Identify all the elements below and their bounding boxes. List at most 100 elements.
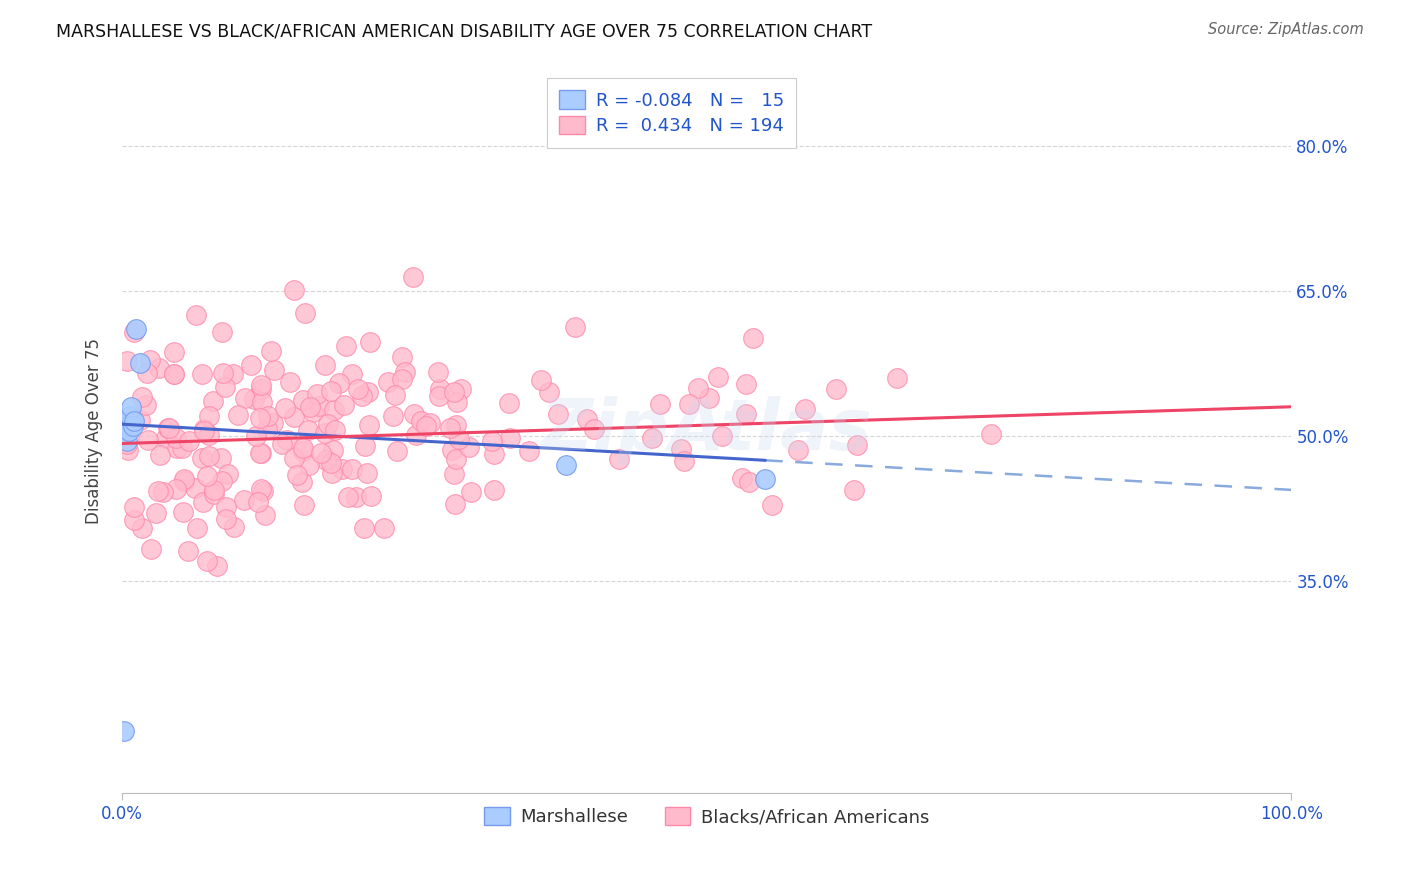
Point [673,454,696,468]
Point [157,421,180,435]
Point [761,498,783,512]
Point [321,384,343,398]
Point [309,445,332,459]
Point [547,407,569,421]
Point [419,416,441,430]
Point [191,451,214,466]
Point [391,351,413,365]
Point [118,424,141,438]
Point [120,409,142,424]
Point [429,382,451,396]
Point [249,446,271,460]
Point [443,384,465,399]
Point [120,400,142,414]
Point [697,391,720,405]
Point [308,399,330,413]
Point [117,414,139,428]
Point [499,431,522,445]
Point [299,400,322,414]
Point [131,391,153,405]
Point [786,443,808,458]
Point [115,434,138,448]
Point [391,372,413,386]
Point [117,419,139,434]
Point [328,376,350,390]
Point [270,437,292,451]
Point [446,394,468,409]
Point [641,431,664,445]
Point [711,429,734,443]
Point [276,434,298,448]
Point [197,409,219,423]
Point [340,368,363,382]
Point [190,367,212,381]
Point [128,356,150,370]
Point [198,427,221,442]
Point [252,483,274,498]
Point [239,358,262,372]
Point [319,456,342,470]
Point [735,407,758,421]
Point [117,443,139,458]
Point [678,397,700,411]
Point [498,395,520,409]
Point [301,405,323,419]
Point [136,433,159,447]
Point [307,387,329,401]
Point [155,431,177,445]
Point [222,520,245,534]
Point [249,383,271,397]
Point [734,377,756,392]
Point [440,442,463,457]
Point [377,375,399,389]
Point [402,269,425,284]
Point [484,447,506,461]
Point [450,382,472,396]
Point [347,383,370,397]
Point [162,368,184,382]
Point [114,424,136,438]
Point [444,451,467,466]
Text: MARSHALLESE VS BLACK/AFRICAN AMERICAN DISABILITY AGE OVER 75 CORRELATION CHART: MARSHALLESE VS BLACK/AFRICAN AMERICAN DI… [56,22,872,40]
Point [336,490,359,504]
Point [321,467,343,481]
Point [333,398,356,412]
Point [315,452,337,467]
Point [139,352,162,367]
Point [357,384,380,399]
Point [148,361,170,376]
Point [323,402,346,417]
Point [457,440,479,454]
Point [139,542,162,557]
Point [415,419,437,434]
Point [136,366,159,380]
Point [202,487,225,501]
Point [201,394,224,409]
Point [232,493,254,508]
Point [172,442,194,456]
Point [443,467,465,481]
Point [198,449,221,463]
Point [260,343,283,358]
Point [291,444,314,458]
Point [215,512,238,526]
Point [530,373,553,387]
Point [233,392,256,406]
Point [163,367,186,381]
Point [166,441,188,455]
Y-axis label: Disability Age Over 75: Disability Age Over 75 [86,338,103,524]
Point [124,325,146,339]
Point [297,423,319,437]
Point [298,458,321,472]
Point [350,389,373,403]
Point [342,462,364,476]
Point [217,467,239,481]
Point [754,472,776,486]
Point [112,723,135,738]
Point [256,422,278,436]
Point [148,484,170,499]
Point [330,462,353,476]
Point [193,422,215,436]
Point [221,367,243,381]
Point [394,365,416,379]
